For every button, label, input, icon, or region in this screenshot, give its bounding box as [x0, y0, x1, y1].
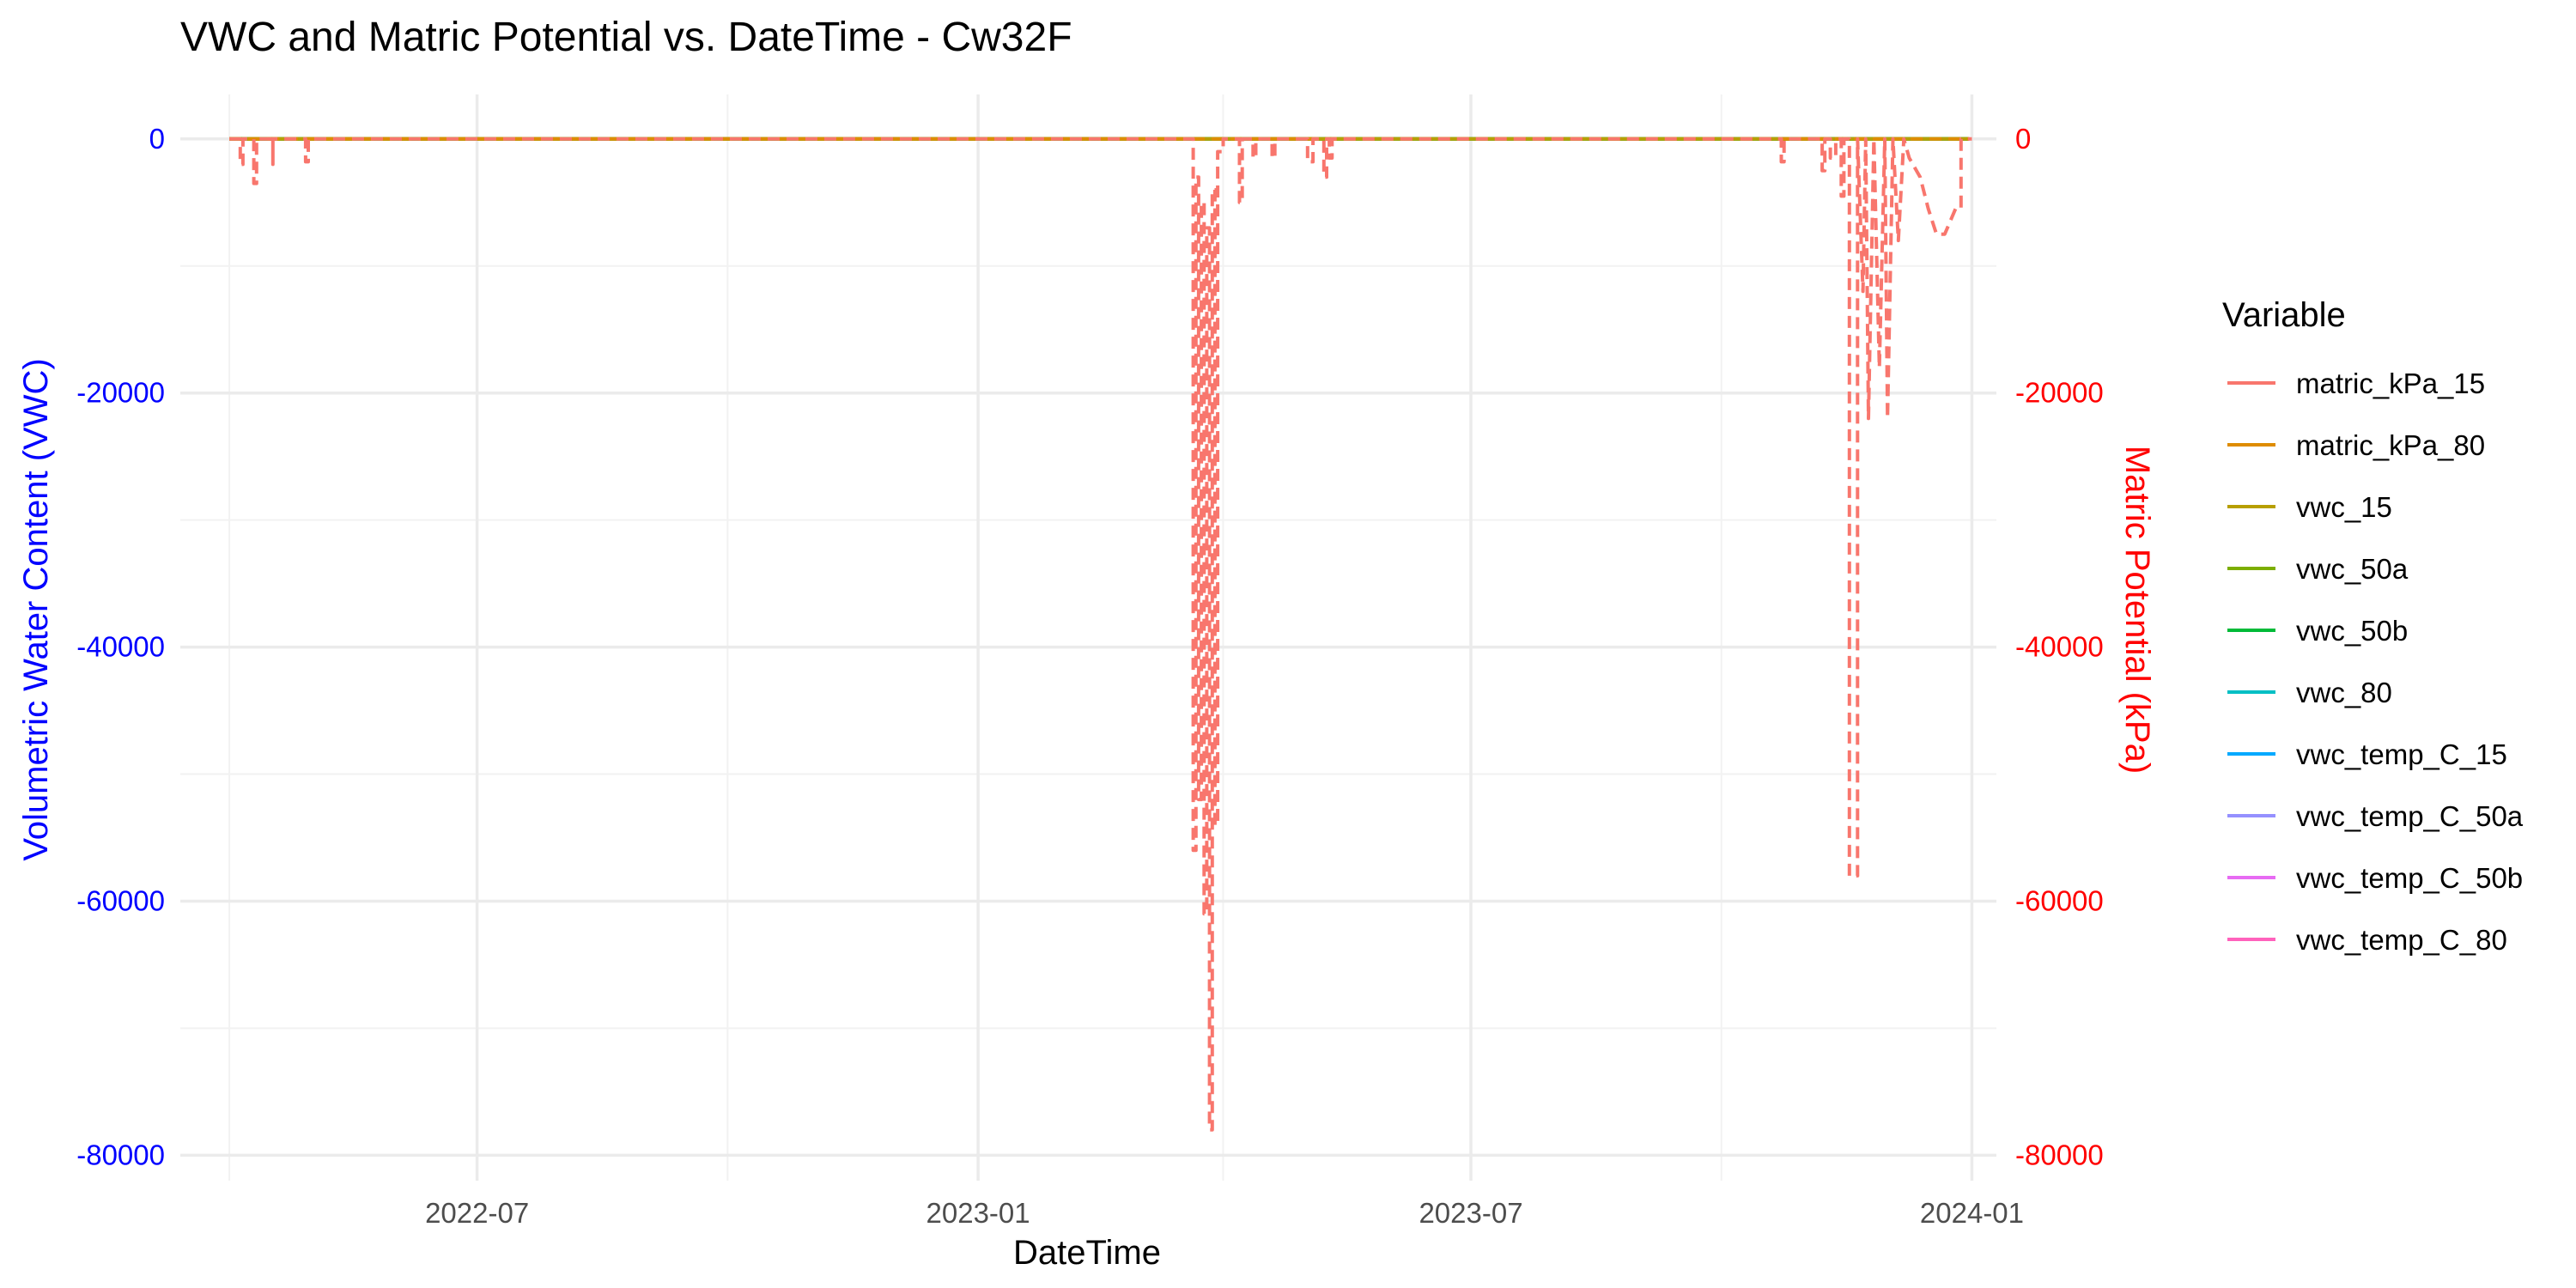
y-tick-label-right: -20000: [2015, 377, 2104, 409]
grid: [180, 94, 1996, 1181]
legend: Variable matric_kPa_15 matric_kPa_80 vwc_1…: [2222, 296, 2524, 956]
legend-label-vwc_temp_C_50b: vwc_temp_C_50b: [2296, 862, 2523, 894]
legend-title: Variable: [2222, 296, 2346, 334]
y-tick-label-left: -40000: [76, 631, 165, 663]
left-axis-title: Volumetric Water Content (VWC): [17, 358, 55, 860]
y-tick-label-left: -60000: [76, 885, 165, 917]
x-tick-label: 2023-01: [927, 1197, 1030, 1229]
x-tick-label: 2022-07: [425, 1197, 529, 1229]
series-line-matric_kPa_15: [229, 137, 1972, 1132]
left-axis-ticks: 0 -20000 -40000 -60000 -80000: [76, 123, 165, 1171]
legend-label-vwc_50b: vwc_50b: [2296, 615, 2408, 647]
right-axis-title: Matric Potential (kPa): [2118, 446, 2156, 774]
y-tick-label-left: -20000: [76, 377, 165, 409]
legend-label-matric_kPa_15: matric_kPa_15: [2296, 368, 2485, 399]
x-tick-label: 2023-07: [1419, 1197, 1522, 1229]
y-tick-label-right: -60000: [2015, 885, 2104, 917]
legend-label-vwc_80: vwc_80: [2296, 677, 2392, 708]
legend-label-vwc_temp_C_80: vwc_temp_C_80: [2296, 924, 2507, 956]
legend-label-vwc_temp_C_50a: vwc_temp_C_50a: [2296, 800, 2524, 832]
legend-label-vwc_50a: vwc_50a: [2296, 553, 2409, 585]
legend-label-vwc_15: vwc_15: [2296, 491, 2392, 523]
legend-label-vwc_temp_C_15: vwc_temp_C_15: [2296, 738, 2507, 770]
y-tick-label-right: -80000: [2015, 1139, 2104, 1170]
y-tick-label-right: 0: [2015, 123, 2031, 155]
y-tick-label-left: -80000: [76, 1139, 165, 1170]
x-axis-ticks: 2022-07 2023-01 2023-07 2024-01: [425, 1197, 2024, 1229]
legend-items: matric_kPa_15 matric_kPa_80 vwc_15 vwc_50av…: [2227, 368, 2524, 956]
legend-label-matric_kPa_80: matric_kPa_80: [2296, 429, 2485, 461]
right-axis-ticks: 0 -20000 -40000 -60000 -80000: [2015, 123, 2104, 1171]
x-tick-label: 2024-01: [1920, 1197, 2024, 1229]
x-axis-title: DateTime: [1013, 1234, 1161, 1272]
plot-lines: [229, 137, 1972, 1132]
y-tick-label-left: 0: [149, 123, 165, 155]
y-tick-label-right: -40000: [2015, 631, 2104, 663]
chart-title: VWC and Matric Potential vs. DateTime - …: [180, 15, 1072, 60]
